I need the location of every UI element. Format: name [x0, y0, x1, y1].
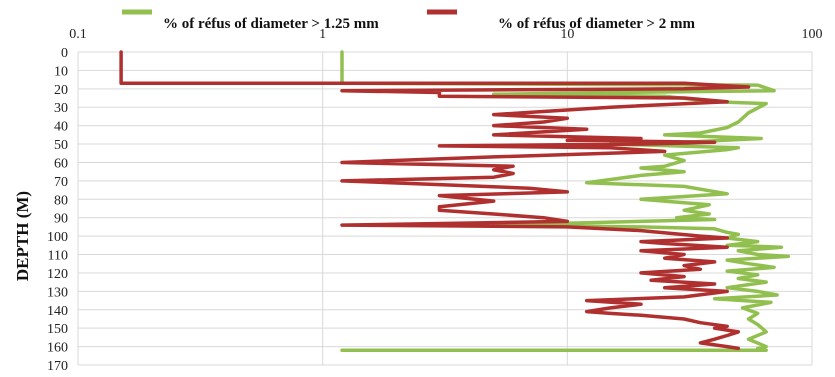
y-tick-label: 30 — [54, 101, 68, 116]
y-tick-label: 110 — [48, 249, 68, 264]
series-line-1 — [340, 50, 791, 353]
y-tick-label: 130 — [47, 285, 68, 300]
y-tick-label: 70 — [54, 175, 68, 190]
y-tick-label: 20 — [54, 83, 68, 98]
legend-label-series-2: % of réfus of diameter > 2 mm — [498, 16, 695, 32]
series-layer — [119, 50, 791, 353]
legend-label-series-1: % of réfus of diameter > 1.25 mm — [163, 16, 379, 32]
y-tick-label: 170 — [47, 359, 68, 372]
x-tick-label: 1 — [319, 27, 326, 42]
y-axis-title: DEPTH (M) — [13, 191, 32, 281]
axis-layer: 0102030405060708090100110120130140150160… — [47, 27, 823, 374]
x-tick-label: 100 — [802, 27, 823, 42]
y-tick-label: 50 — [54, 138, 68, 153]
y-tick-label: 140 — [47, 304, 68, 319]
x-tick-label: 0.1 — [69, 27, 87, 42]
y-tick-label: 0 — [61, 46, 68, 61]
y-tick-label: 100 — [47, 230, 68, 245]
y-tick-label: 80 — [54, 193, 68, 208]
y-tick-label: 90 — [54, 212, 68, 227]
y-tick-label: 10 — [54, 64, 68, 79]
y-tick-label: 40 — [54, 120, 68, 135]
y-tick-label: 60 — [54, 156, 68, 171]
y-tick-label: 150 — [47, 322, 68, 337]
legend: % of réfus of diameter > 1.25 mm % of ré… — [122, 9, 695, 32]
grid-layer — [77, 51, 813, 366]
y-tick-label: 160 — [47, 341, 68, 356]
x-tick-label: 10 — [560, 27, 574, 42]
y-tick-label: 120 — [47, 267, 68, 282]
series-line-2 — [119, 50, 751, 351]
